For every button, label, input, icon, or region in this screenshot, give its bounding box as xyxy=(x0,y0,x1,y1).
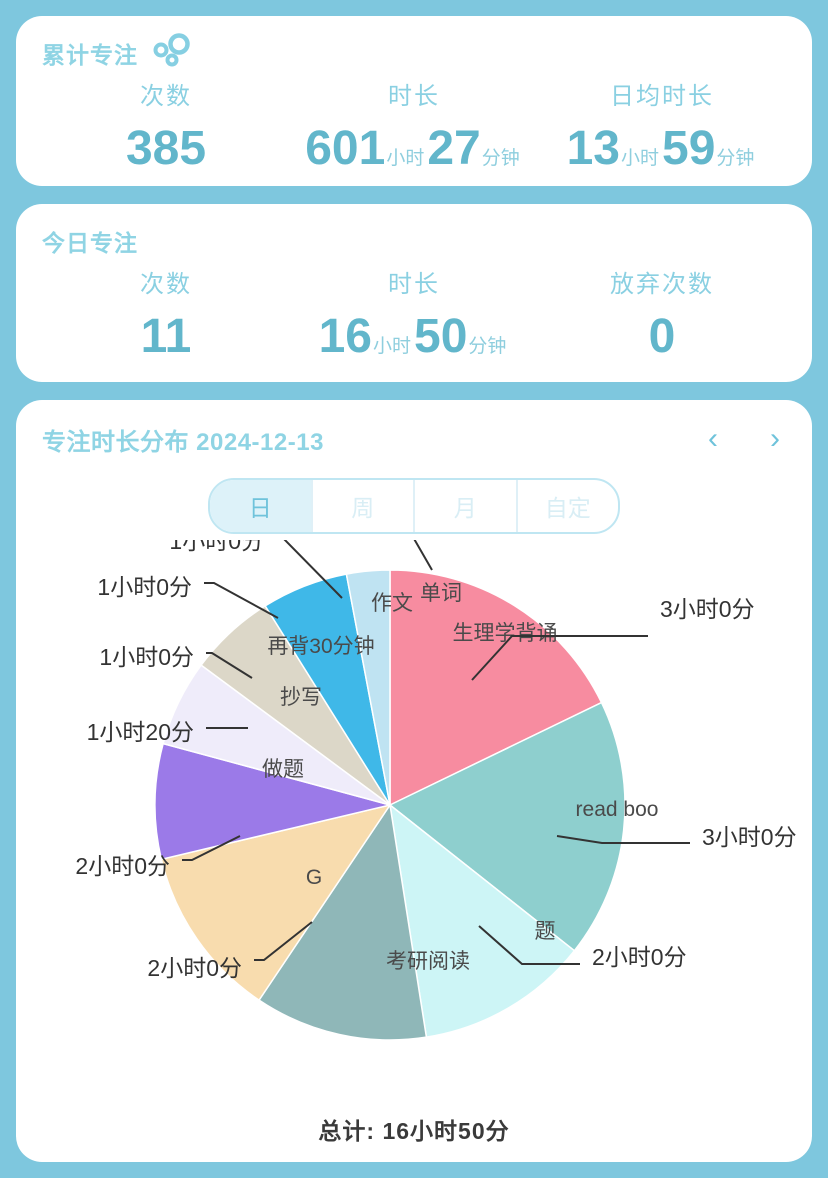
stat-minutes-unit: 分钟 xyxy=(468,336,507,357)
chart-title: 专注时长分布 2024-12-13 xyxy=(42,428,324,456)
tab-day[interactable]: 日 xyxy=(210,480,313,532)
stat-daily-average: 日均时长 13 小时 59 分钟 xyxy=(538,76,786,173)
cumulative-card-title: 累计专注 xyxy=(42,42,138,68)
tab-custom[interactable]: 自定 xyxy=(544,495,591,521)
stat-duration: 时长 601 小时 27 分钟 xyxy=(290,76,538,173)
stat-hours-unit: 小时 xyxy=(372,336,411,357)
pie-slice[interactable] xyxy=(389,569,603,807)
stat-count: 次数 11 xyxy=(42,264,290,361)
pie-slice-name: 单词 xyxy=(420,582,462,605)
stat-label: 次数 xyxy=(140,271,192,298)
pie-value-label: 2小时0分 xyxy=(147,955,242,981)
chart-navigation: ‹ › xyxy=(708,424,786,454)
stat-duration: 时长 16 小时 50 分钟 xyxy=(290,264,538,361)
stat-value: 385 xyxy=(126,125,206,173)
pie-slice[interactable] xyxy=(388,701,626,952)
chevron-right-icon[interactable]: › xyxy=(770,422,780,455)
pie-value-label: 2小时0分 xyxy=(75,853,170,879)
tab-week[interactable]: 周 xyxy=(313,480,415,532)
tab-month[interactable]: 月 xyxy=(415,480,518,532)
stat-minutes: 27 xyxy=(427,122,481,175)
stat-minutes-unit: 分钟 xyxy=(716,148,755,169)
pie-leader-line xyxy=(283,540,343,599)
pie-value-label: 2小时0分 xyxy=(592,944,687,970)
pie-value-label: 1小时20分 xyxy=(87,719,194,745)
pie-leader-line xyxy=(556,835,690,844)
pie-value-label: 1小时0分 xyxy=(97,574,192,600)
range-segmented-control[interactable]: 日 周 月 自定 xyxy=(208,478,620,534)
chevron-left-icon[interactable]: ‹ xyxy=(708,422,718,455)
pie-slice-name: 生理学背诵 xyxy=(453,622,558,645)
pie-leader-line xyxy=(204,582,279,619)
cumulative-card-header: 累计专注 xyxy=(42,32,786,70)
chart-total-text: 总计: 16小时50分 xyxy=(318,1118,510,1144)
pie-slice[interactable] xyxy=(258,802,428,1041)
pie-leader-line xyxy=(254,921,313,961)
stat-value: 13 小时 59 分钟 xyxy=(567,125,758,173)
stat-value: 0 xyxy=(649,313,676,361)
pie-leader-line xyxy=(413,540,433,571)
today-focus-card: 今日专注 次数 11 时长 16 小时 50 分钟 放弃次数 xyxy=(16,204,812,382)
stat-number: 11 xyxy=(140,310,192,363)
pie-slice-name: 再背30分钟 xyxy=(267,635,374,658)
pie-leader-line xyxy=(182,835,241,861)
today-card-title: 今日专注 xyxy=(42,230,138,256)
stat-value: 16 小时 50 分钟 xyxy=(319,313,510,361)
cumulative-stats-row: 次数 385 时长 601 小时 27 分钟 日均时长 13 小时 xyxy=(42,76,786,173)
stat-label: 日均时长 xyxy=(610,83,714,110)
stat-minutes: 59 xyxy=(662,122,716,175)
pie-value-label: 1小时0分 xyxy=(99,644,194,670)
pie-slice[interactable] xyxy=(345,569,391,806)
stat-number: 385 xyxy=(125,122,207,175)
stat-hours: 16 xyxy=(318,310,372,363)
pie-value-label: 3小时0分 xyxy=(660,596,755,622)
stat-label: 次数 xyxy=(140,83,192,110)
today-card-header: 今日专注 xyxy=(42,224,786,258)
stat-count: 次数 385 xyxy=(42,76,290,173)
stat-value: 601 小时 27 分钟 xyxy=(305,125,523,173)
pie-slice-name: 做题 xyxy=(262,758,304,781)
stat-minutes: 50 xyxy=(414,310,468,363)
pie-leader-line xyxy=(478,925,580,965)
three-circles-icon xyxy=(152,32,196,74)
pie-slice-name: G xyxy=(306,866,322,889)
pie-value-label: 3小时0分 xyxy=(702,824,797,850)
stat-minutes-unit: 分钟 xyxy=(481,148,520,169)
chart-header: 专注时长分布 2024-12-13 ‹ › xyxy=(42,422,786,456)
stat-number: 0 xyxy=(648,310,676,363)
stat-hours: 601 xyxy=(305,122,386,175)
stat-giveup-count: 放弃次数 0 xyxy=(538,264,786,361)
pie-leader-line xyxy=(471,635,648,681)
pie-chart-container: 生理学背诵 3小时0分 read boo 3小时0分题 2小时0分 考研阅读 2小时0分 G 2… xyxy=(42,540,797,1112)
pie-slice[interactable] xyxy=(154,742,391,861)
pie-slice[interactable] xyxy=(160,803,392,1002)
pie-value-label: 1小时0分 xyxy=(169,540,264,554)
cumulative-focus-card: 累计专注 次数 385 时长 601 小时 xyxy=(16,16,812,186)
pie-slice-name: read boo xyxy=(576,798,659,821)
stat-label: 时长 xyxy=(388,271,440,298)
pie-slice-name: 考研阅读 xyxy=(386,950,470,973)
pie-slice-name: 抄写 xyxy=(280,686,322,709)
pie-leader-line xyxy=(206,652,253,679)
stat-hours-unit: 小时 xyxy=(386,148,425,169)
today-stats-row: 次数 11 时长 16 小时 50 分钟 放弃次数 0 xyxy=(42,264,786,361)
pie-slice[interactable] xyxy=(388,803,576,1039)
pie-slice-name: 作文 xyxy=(371,592,413,615)
stat-hours: 13 xyxy=(566,122,620,175)
stat-label: 时长 xyxy=(388,83,440,110)
focus-distribution-card: 专注时长分布 2024-12-13 ‹ › 日 周 月 自定 生理学背诵 3小时0… xyxy=(16,400,812,1162)
stat-value: 11 xyxy=(141,313,192,361)
stat-label: 放弃次数 xyxy=(610,271,714,298)
stat-hours-unit: 小时 xyxy=(620,148,659,169)
pie-slice-name: 题 xyxy=(535,920,556,943)
